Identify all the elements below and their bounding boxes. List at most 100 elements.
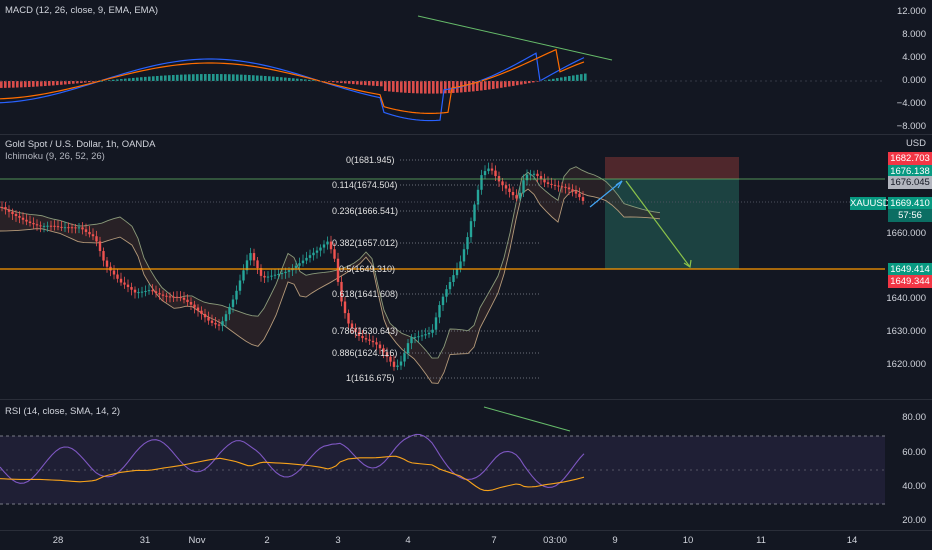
- macd-bar: [24, 81, 27, 88]
- chart-title[interactable]: Gold Spot / U.S. Dollar, 1h, OANDA: [5, 139, 156, 150]
- candle-body: [483, 171, 487, 176]
- candle-body: [343, 301, 347, 314]
- macd-bar: [268, 76, 271, 81]
- rsi-tick: 80.00: [902, 412, 926, 423]
- candle-body: [53, 225, 56, 227]
- candle-body: [452, 275, 455, 283]
- candle-body: [25, 219, 28, 222]
- candle-body: [242, 270, 245, 281]
- macd-bar: [488, 81, 491, 90]
- macd-bar: [340, 81, 343, 83]
- candle-body: [340, 281, 343, 302]
- candle-body: [399, 361, 403, 366]
- macd-bar: [524, 81, 527, 84]
- price-chart: [0, 157, 885, 384]
- candle-body: [196, 307, 200, 311]
- candle-body: [11, 211, 14, 215]
- candle-body: [21, 217, 25, 220]
- macd-bar: [128, 78, 131, 81]
- macd-bar: [312, 80, 315, 81]
- macd-label[interactable]: MACD (12, 26, close, 9, EMA, EMA): [5, 5, 159, 16]
- macd-bar: [120, 79, 123, 81]
- macd-bar: [404, 81, 407, 93]
- candle-body: [371, 340, 375, 343]
- fib-level: 1(1616.675): [346, 373, 395, 383]
- macd-bar: [548, 79, 551, 81]
- candle-body: [515, 195, 518, 199]
- macd-bar: [564, 76, 567, 81]
- candle-body: [487, 168, 490, 172]
- rsi-tick: 40.00: [902, 481, 926, 492]
- candle-body: [333, 249, 336, 259]
- macd-bar: [352, 81, 355, 85]
- candle-body: [154, 291, 158, 294]
- candle-body: [112, 270, 116, 275]
- candle-body: [256, 260, 259, 268]
- candle-body: [571, 189, 574, 192]
- fib-level: 0.5(1649.310): [339, 264, 396, 274]
- macd-bar: [52, 81, 55, 86]
- candle-body: [249, 253, 252, 261]
- macd-bar: [240, 74, 243, 81]
- macd-bar: [232, 74, 235, 81]
- candle-body: [133, 289, 137, 293]
- candle-body: [322, 244, 326, 248]
- macd-bar: [276, 76, 279, 81]
- candle-body: [116, 274, 119, 279]
- pane-separator[interactable]: [0, 134, 932, 135]
- fib-level: 0.382(1657.012): [332, 238, 399, 248]
- macd-bar: [36, 81, 39, 87]
- rsi-pane[interactable]: RSI (14, close, SMA, 14, 2) 80.00 60.00 …: [0, 400, 932, 530]
- macd-bar: [384, 81, 387, 91]
- macd-bar: [348, 81, 351, 84]
- candle-body: [539, 176, 543, 180]
- macd-bar: [116, 79, 119, 81]
- candle-body: [263, 275, 266, 278]
- macd-bar: [196, 74, 199, 81]
- candle-body: [161, 294, 165, 296]
- macd-bar: [396, 81, 399, 93]
- candle-body: [105, 260, 109, 267]
- candle-body: [581, 197, 585, 201]
- candle-body: [329, 241, 333, 250]
- time-tick: 4: [405, 535, 411, 546]
- candle-body: [578, 193, 581, 198]
- ichimoku-label[interactable]: Ichimoku (9, 26, 52, 26): [5, 151, 105, 162]
- candle-body: [179, 297, 182, 299]
- rsi-label[interactable]: RSI (14, close, SMA, 14, 2): [5, 406, 121, 417]
- candle-body: [424, 334, 427, 336]
- macd-bar: [484, 81, 487, 91]
- candle-body: [165, 295, 168, 297]
- candle-body: [270, 275, 273, 277]
- candle-body: [217, 324, 221, 326]
- currency-label: USD: [905, 138, 926, 149]
- macd-bar: [216, 74, 219, 81]
- candle-body: [18, 216, 21, 218]
- macd-bar: [172, 75, 175, 81]
- macd-bar: [300, 79, 303, 81]
- candle-body: [294, 265, 298, 269]
- macd-bar: [160, 75, 163, 81]
- candle-body: [490, 168, 494, 171]
- macd-bar: [92, 81, 95, 82]
- candle-body: [88, 231, 91, 235]
- macd-bar: [336, 81, 339, 83]
- macd-pane[interactable]: MACD (12, 26, close, 9, EMA, EMA) 12.000…: [0, 0, 932, 134]
- candle-body: [466, 237, 469, 250]
- candle-body: [200, 310, 203, 314]
- candle-body: [392, 361, 396, 367]
- price-pane[interactable]: Gold Spot / U.S. Dollar, 1h, OANDA Ichim…: [0, 135, 932, 399]
- macd-bar: [88, 81, 91, 83]
- pane-separator[interactable]: [0, 399, 932, 400]
- macd-bar: [124, 78, 127, 81]
- macd-bar: [448, 81, 451, 94]
- candle-body: [298, 263, 301, 266]
- macd-bar: [504, 81, 507, 88]
- macd-bar: [204, 74, 207, 81]
- macd-bar: [308, 79, 311, 81]
- macd-bar: [180, 74, 183, 81]
- candle-body: [389, 356, 392, 362]
- candle-body: [84, 229, 88, 232]
- candle-body: [301, 260, 305, 264]
- macd-bar: [192, 74, 195, 81]
